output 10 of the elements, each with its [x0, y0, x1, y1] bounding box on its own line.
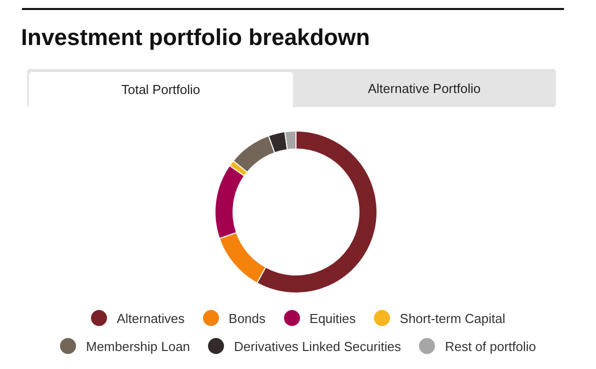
legend-label: Bonds [228, 310, 266, 326]
legend-label: Alternatives [116, 310, 185, 326]
legend-label: Derivatives Linked Securities [234, 338, 401, 354]
legend-label: Membership Loan [86, 338, 190, 354]
legend-label: Equities [310, 310, 356, 326]
legend-label: Short-term Capital [400, 310, 506, 326]
tab[interactable]: Alternative Portfolio [292, 69, 556, 107]
tab[interactable]: Total Portfolio [29, 72, 292, 107]
legend-label: Rest of portfolio [444, 338, 536, 354]
chart-title: Investment portfolio breakdown [21, 24, 370, 51]
